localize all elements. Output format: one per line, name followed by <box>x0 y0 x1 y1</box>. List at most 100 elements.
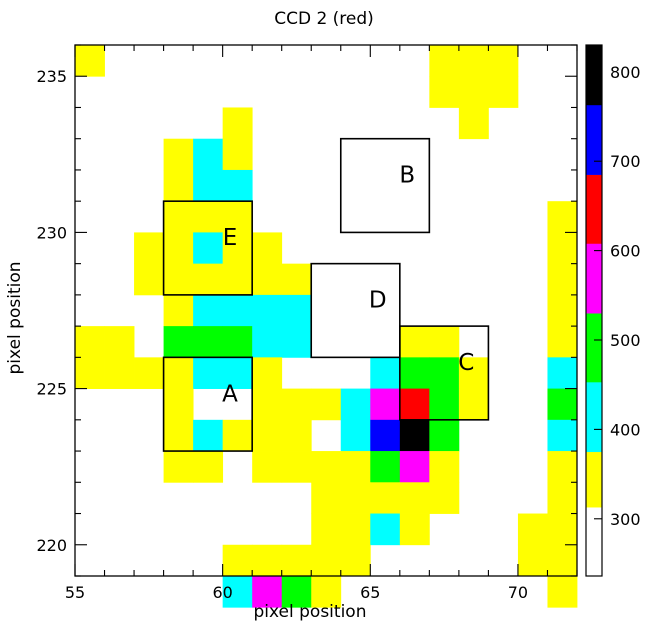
heatmap-cell <box>429 326 460 358</box>
heatmap-cell <box>222 419 253 452</box>
chart-title: CCD 2 (red) <box>274 9 374 29</box>
y-tick-label: 220 <box>36 536 67 555</box>
heatmap-cell <box>399 326 430 358</box>
heatmap-cell <box>399 513 430 546</box>
heatmap-cell <box>281 326 312 358</box>
heatmap-cell <box>163 201 194 233</box>
heatmap-cell <box>222 294 253 327</box>
heatmap-cell <box>547 357 578 389</box>
heatmap-cell <box>458 76 489 108</box>
heatmap-cell <box>311 544 342 577</box>
heatmap-cell <box>547 263 578 296</box>
colorbar-band <box>586 382 602 453</box>
colorbar-tick-label: 700 <box>610 152 641 171</box>
heatmap-cell <box>222 326 253 358</box>
heatmap-cell <box>252 576 283 608</box>
colorbar-band <box>586 45 602 106</box>
x-tick-label: 65 <box>360 583 380 602</box>
heatmap-cell <box>429 357 460 389</box>
colorbar-tick-label: 800 <box>610 63 641 82</box>
y-tick-label: 235 <box>36 67 67 86</box>
heatmap-cell <box>429 419 460 452</box>
heatmap-cell <box>222 232 253 265</box>
heatmap-cell <box>547 451 578 483</box>
heatmap-cell <box>193 357 224 389</box>
heatmap-cell <box>193 294 224 327</box>
heatmap-cell <box>340 451 371 483</box>
heatmap-cell <box>222 169 253 202</box>
heatmap-cell <box>193 201 224 233</box>
heatmap-cell <box>163 169 194 202</box>
heatmap-cell <box>458 45 489 77</box>
heatmap-cell <box>429 482 460 514</box>
plot-frame <box>74 44 578 577</box>
heatmap-cell <box>340 482 371 514</box>
heatmap-cell <box>311 482 342 514</box>
heatmap-cell <box>252 419 283 452</box>
heatmap-cell <box>281 419 312 452</box>
heatmap-cell <box>222 544 253 577</box>
heatmap-cell <box>429 76 460 108</box>
colorbar-tick-label: 600 <box>610 242 641 261</box>
y-tick-label: 225 <box>36 380 67 399</box>
heatmap-cell <box>547 419 578 452</box>
region-box-c <box>399 325 490 421</box>
colorbar-band <box>586 174 602 244</box>
heatmap-cell <box>281 576 312 608</box>
heatmap-cell <box>517 544 548 577</box>
heatmap-cell <box>222 107 253 140</box>
region-box-a <box>162 356 253 452</box>
region-box-d <box>310 262 401 359</box>
colorbar-tick-label: 300 <box>610 510 641 529</box>
heatmap-cell <box>370 451 401 483</box>
heatmap-cell <box>458 107 489 140</box>
heatmap-cell <box>281 388 312 421</box>
heatmap-cell <box>252 357 283 389</box>
y-tick-label: 230 <box>36 223 67 242</box>
heatmap-cell <box>547 544 578 577</box>
heatmap-cell <box>399 357 430 389</box>
heatmap-cell <box>340 419 371 452</box>
axis-ticks: 55 60 65 70 220 225 230 235 <box>36 44 578 602</box>
heatmap-cell <box>488 45 519 77</box>
heatmap-cell <box>163 419 194 452</box>
heatmap-cell <box>281 294 312 327</box>
heatmap-cell <box>163 232 194 265</box>
heatmap-cell <box>134 232 164 265</box>
heatmap-cell <box>281 263 312 296</box>
heatmap-cell <box>75 45 105 77</box>
heatmap-cell <box>311 576 342 608</box>
region-box-label: E <box>223 225 238 251</box>
heatmap-cell <box>252 451 283 483</box>
heatmap-cell <box>311 513 342 546</box>
heatmap-cell <box>547 513 578 546</box>
heatmap-cell <box>547 576 578 608</box>
colorbar-tick-label: 400 <box>610 420 641 439</box>
heatmap-cell <box>193 263 224 296</box>
heatmap-cell <box>547 294 578 327</box>
heatmap-cell <box>163 357 194 389</box>
heatmap-cell <box>252 263 283 296</box>
heatmap-cell <box>163 388 194 421</box>
region-box-label: B <box>399 163 415 189</box>
heatmap-cell <box>370 419 401 452</box>
heatmap-cell <box>163 263 194 296</box>
heatmap-cell <box>193 419 224 452</box>
heatmap-cell <box>429 451 460 483</box>
heatmap-cell <box>134 357 164 389</box>
heatmap-cell <box>399 482 430 514</box>
heatmap-cell <box>104 326 135 358</box>
heatmap-cell <box>193 451 224 483</box>
x-axis-title: pixel position <box>254 602 367 622</box>
heatmap-cell <box>222 357 253 389</box>
heatmap-cell <box>163 451 194 483</box>
heatmap-cell <box>399 419 430 452</box>
heatmap-cell <box>340 388 371 421</box>
heatmap-cell <box>252 294 283 327</box>
colorbar: 300 400 500 600 700 800 <box>585 44 641 577</box>
heatmap-cell <box>488 76 519 108</box>
heatmap-cell <box>547 201 578 233</box>
heatmap-cell <box>399 388 430 421</box>
heatmap-cell <box>163 294 194 327</box>
heatmap-cell <box>193 326 224 358</box>
